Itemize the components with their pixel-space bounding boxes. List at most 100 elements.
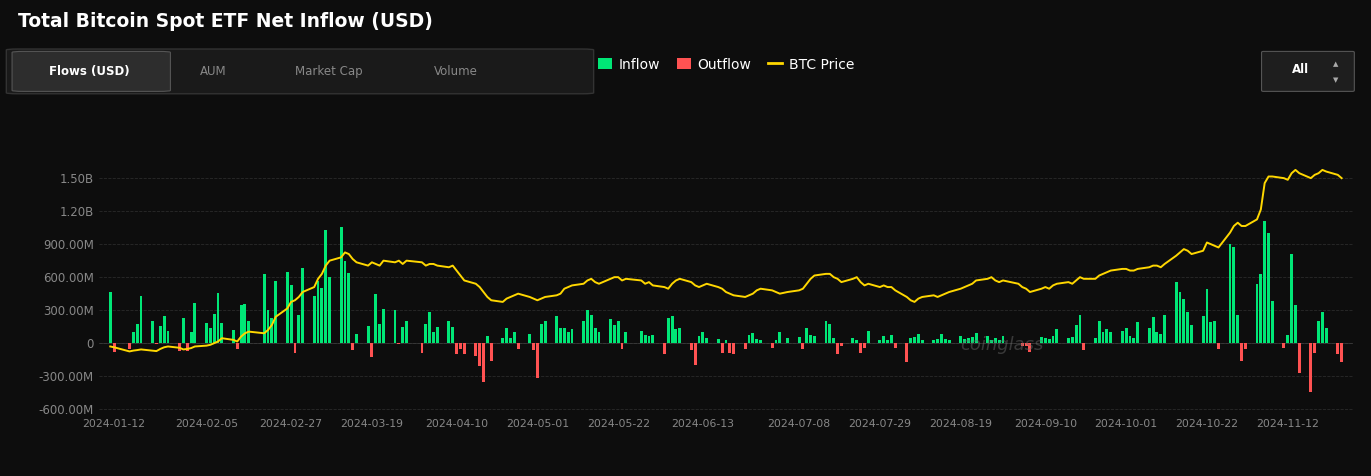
- Bar: [743, 343, 747, 349]
- Bar: [1318, 321, 1320, 343]
- Bar: [1313, 343, 1316, 353]
- Bar: [698, 336, 701, 343]
- Bar: [617, 321, 620, 343]
- Bar: [1043, 337, 1047, 343]
- Bar: [293, 343, 296, 353]
- Bar: [809, 335, 812, 343]
- Bar: [828, 324, 831, 343]
- Bar: [478, 343, 481, 366]
- Bar: [1098, 321, 1101, 343]
- Bar: [1205, 289, 1208, 343]
- Bar: [775, 340, 777, 343]
- Bar: [651, 336, 654, 343]
- Bar: [1052, 336, 1054, 343]
- Bar: [967, 338, 969, 343]
- Bar: [851, 338, 854, 343]
- Bar: [1067, 338, 1069, 343]
- Bar: [883, 336, 886, 343]
- Bar: [217, 293, 219, 343]
- Bar: [1320, 312, 1324, 343]
- Bar: [1163, 315, 1167, 343]
- Bar: [189, 332, 192, 343]
- Bar: [647, 336, 650, 343]
- Bar: [1237, 315, 1239, 343]
- Bar: [321, 288, 324, 343]
- Bar: [274, 281, 277, 343]
- Bar: [112, 343, 115, 352]
- Bar: [374, 294, 377, 343]
- Bar: [917, 334, 920, 343]
- Bar: [1152, 317, 1154, 343]
- Bar: [1156, 332, 1158, 343]
- Bar: [1341, 343, 1344, 362]
- Bar: [289, 286, 292, 343]
- Text: Total Bitcoin Spot ETF Net Inflow (USD): Total Bitcoin Spot ETF Net Inflow (USD): [18, 12, 433, 31]
- Bar: [786, 338, 788, 343]
- Bar: [1243, 343, 1246, 348]
- Bar: [566, 332, 569, 343]
- Bar: [921, 340, 924, 343]
- Bar: [721, 343, 724, 353]
- Bar: [378, 324, 381, 343]
- Bar: [590, 315, 592, 343]
- Bar: [247, 321, 251, 343]
- Bar: [340, 227, 343, 343]
- Bar: [351, 343, 354, 350]
- Bar: [528, 334, 531, 343]
- Bar: [236, 343, 239, 348]
- Bar: [555, 316, 558, 343]
- Bar: [270, 318, 273, 343]
- Bar: [832, 337, 835, 343]
- Bar: [583, 321, 585, 343]
- Bar: [879, 340, 882, 343]
- Bar: [536, 343, 539, 378]
- Bar: [962, 339, 967, 343]
- Bar: [182, 318, 185, 343]
- Bar: [644, 335, 647, 343]
- Bar: [285, 272, 289, 343]
- Bar: [728, 343, 731, 353]
- Bar: [1294, 305, 1297, 343]
- Bar: [890, 336, 893, 343]
- Bar: [905, 343, 908, 362]
- Bar: [509, 338, 511, 343]
- Bar: [805, 328, 808, 343]
- Bar: [621, 343, 624, 349]
- Bar: [1260, 274, 1263, 343]
- Bar: [640, 331, 643, 343]
- Bar: [1071, 337, 1073, 343]
- Bar: [489, 343, 492, 361]
- Bar: [1024, 343, 1027, 347]
- Bar: [455, 343, 458, 355]
- Bar: [771, 343, 773, 348]
- Bar: [1233, 247, 1235, 343]
- Bar: [108, 292, 111, 343]
- Text: AUM: AUM: [200, 65, 228, 78]
- Bar: [302, 268, 304, 343]
- Bar: [1298, 343, 1301, 373]
- Bar: [355, 334, 358, 343]
- Bar: [155, 343, 158, 344]
- Bar: [1228, 244, 1231, 343]
- Bar: [1079, 315, 1082, 343]
- Bar: [936, 339, 939, 343]
- Bar: [1241, 343, 1243, 361]
- Bar: [136, 324, 138, 343]
- Bar: [447, 321, 450, 343]
- Bar: [221, 323, 223, 343]
- Bar: [366, 326, 370, 343]
- Bar: [679, 328, 681, 343]
- Text: coinglass: coinglass: [960, 336, 1043, 354]
- Bar: [1128, 336, 1131, 343]
- Bar: [540, 324, 543, 343]
- Bar: [998, 339, 1001, 343]
- Bar: [132, 332, 134, 343]
- Bar: [1075, 325, 1078, 343]
- FancyBboxPatch shape: [7, 49, 594, 94]
- Bar: [836, 343, 839, 354]
- Bar: [513, 332, 515, 343]
- Bar: [432, 332, 435, 343]
- Bar: [1213, 321, 1216, 343]
- Bar: [986, 336, 988, 343]
- Bar: [178, 343, 181, 351]
